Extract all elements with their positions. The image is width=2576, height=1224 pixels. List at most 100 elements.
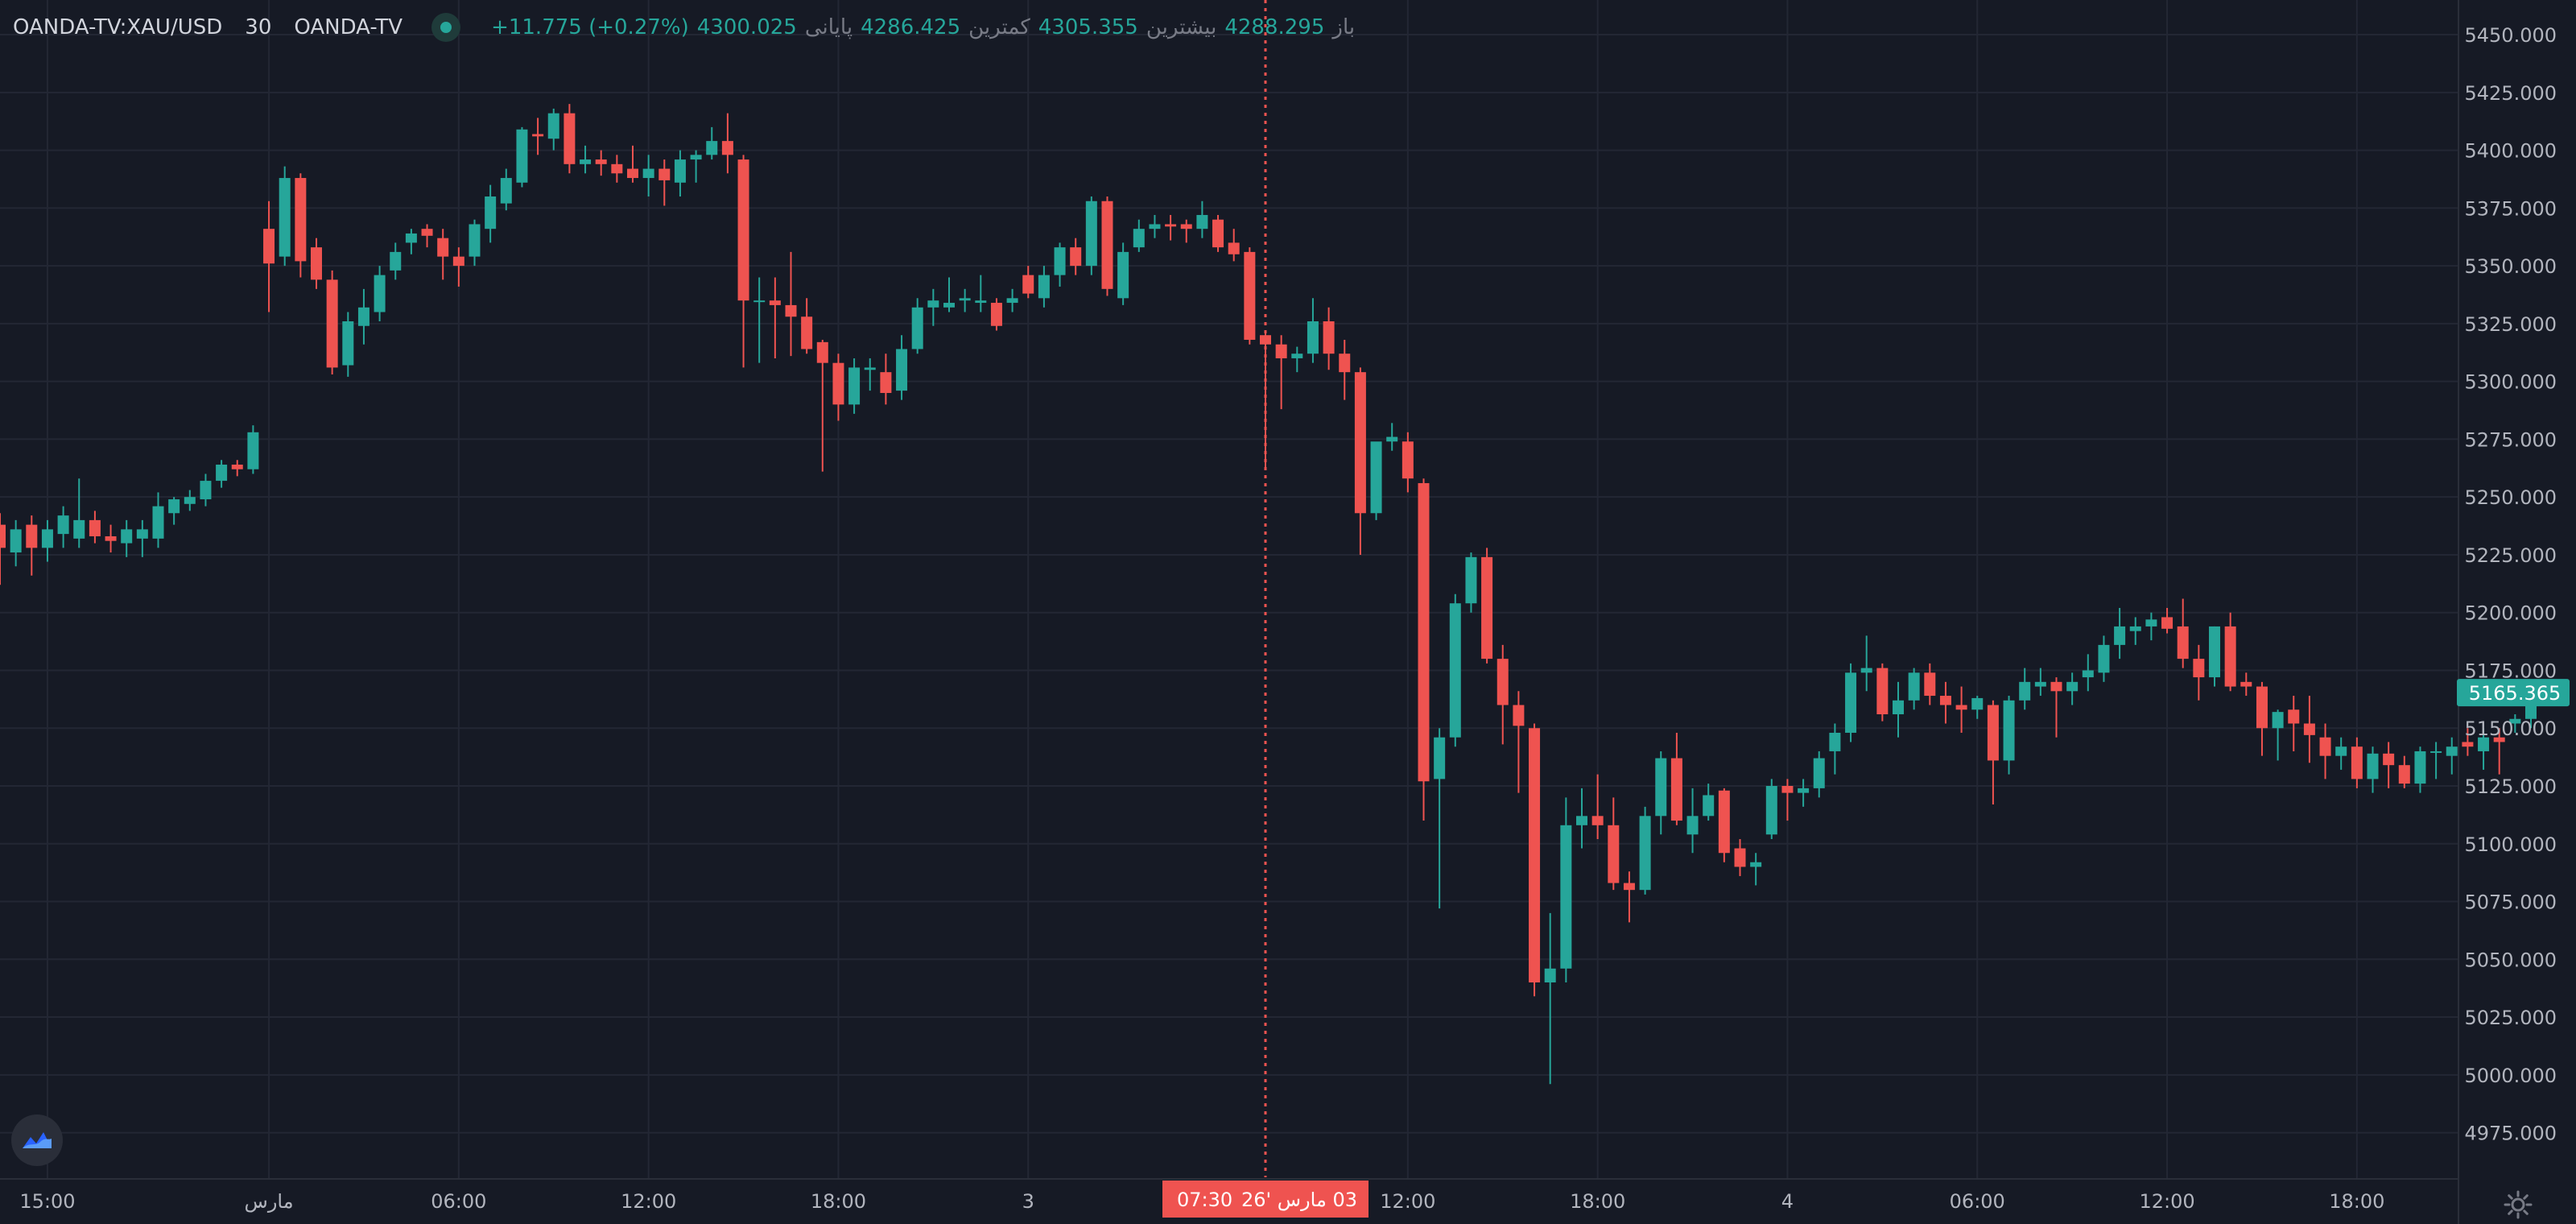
candle-body <box>168 499 180 514</box>
price-axis[interactable]: 4975.000 5000.000 5025.000 5050.000 5075.000… <box>2464 24 2557 1145</box>
candle <box>2161 607 2174 634</box>
candle <box>1117 242 1129 305</box>
candle <box>216 460 228 488</box>
low-value: 4286.425 <box>861 15 961 39</box>
candle-body <box>1228 242 1240 254</box>
candle-body <box>785 304 797 317</box>
candle-body <box>2209 626 2220 678</box>
candle-body <box>2462 742 2474 747</box>
candle <box>1924 663 1936 705</box>
price-tick-label: 5200.000 <box>2464 602 2557 625</box>
candle <box>1275 335 1287 410</box>
candle-body <box>1275 344 1287 358</box>
candle <box>1703 784 1715 821</box>
candle-body <box>816 341 828 363</box>
candle <box>1386 423 1398 451</box>
candle <box>1893 681 1904 738</box>
candle-body <box>1244 251 1256 340</box>
candle-body <box>706 141 718 155</box>
candle <box>1291 346 1303 373</box>
candle <box>2303 696 2315 763</box>
candle-body <box>41 529 53 548</box>
candle-body <box>1481 556 1493 660</box>
candle-body <box>959 298 971 301</box>
candle <box>564 104 576 174</box>
price-tick-label: 5100.000 <box>2464 833 2557 856</box>
candle-body <box>2303 723 2315 735</box>
time-tick-label: 3 <box>1022 1190 1034 1213</box>
candle <box>2414 746 2426 793</box>
candle <box>1022 266 1034 299</box>
candle <box>2098 635 2110 682</box>
candle <box>1323 307 1335 370</box>
candle-body <box>737 159 749 301</box>
time-tick-label: 15:00 <box>19 1190 75 1213</box>
candle <box>2462 728 2474 756</box>
candle-body <box>2256 686 2268 729</box>
candle-body <box>469 224 481 257</box>
candle <box>1070 238 1082 275</box>
chart-legend: OANDA-TV:XAU/USD 30 OANDA-TV باز 4288.29… <box>13 11 1355 43</box>
candle-body <box>1196 214 1208 229</box>
candle <box>1591 774 1604 840</box>
candle <box>1860 635 1872 692</box>
candle <box>452 247 464 287</box>
symbol-name[interactable]: OANDA-TV:XAU/USD <box>13 15 223 39</box>
time-tick-label: 18:00 <box>811 1190 866 1213</box>
candle-body <box>1623 883 1635 891</box>
candle-body <box>1339 354 1351 373</box>
candle-body <box>1924 672 1936 697</box>
candle <box>1038 266 1050 308</box>
gear-icon[interactable] <box>2502 1189 2534 1221</box>
candle <box>580 145 592 174</box>
ohlc-values: باز 4288.295 بیشترین 4305.355 کمترین 428… <box>480 15 1355 39</box>
candle-body <box>405 233 417 243</box>
candle-body <box>2224 626 2236 687</box>
candle <box>1829 723 1841 775</box>
candle-body <box>1402 441 1414 479</box>
candle <box>2129 617 2141 645</box>
candle-body <box>279 178 291 257</box>
candle-body <box>1307 321 1319 354</box>
candle-body <box>452 256 464 267</box>
candle-body <box>10 529 22 553</box>
candle <box>1101 196 1113 296</box>
candle-body <box>1718 790 1730 854</box>
candle-body <box>896 349 908 391</box>
time-axis[interactable]: 15:00 مارس 06:00 12:00 18:00 3 12:00 18:00 4 06:0… <box>19 1190 2384 1213</box>
candle <box>832 354 844 421</box>
candle-body <box>390 251 402 271</box>
candle <box>1180 219 1192 243</box>
candle <box>1244 247 1256 345</box>
candle-body <box>200 481 212 500</box>
candle-body <box>2019 681 2031 701</box>
candle <box>1402 432 1414 493</box>
candle <box>263 201 275 312</box>
candle-body <box>2177 626 2189 660</box>
candle-body <box>184 497 196 504</box>
candle <box>864 358 876 391</box>
last-price-bg <box>2457 679 2570 707</box>
market-status-icon[interactable] <box>431 13 461 42</box>
candle <box>721 113 733 174</box>
candle <box>1370 441 1382 520</box>
candle <box>674 150 686 196</box>
interval[interactable]: 30 <box>245 15 272 39</box>
candle-body <box>1987 705 1999 761</box>
candle-body <box>1955 705 1967 710</box>
candle-body <box>801 316 813 349</box>
candle-body <box>1893 700 1904 715</box>
tradingview-logo-icon[interactable] <box>11 1114 63 1166</box>
candle-body <box>2446 746 2458 756</box>
candle <box>2240 672 2252 697</box>
candle-body <box>1434 737 1446 779</box>
candle-body <box>2383 753 2395 766</box>
candle-body <box>627 168 638 179</box>
candle-body <box>927 300 939 308</box>
candle-body <box>2082 670 2094 678</box>
candle <box>121 519 133 557</box>
candle <box>1149 214 1161 238</box>
candle-body <box>437 238 449 257</box>
candle <box>2446 737 2458 775</box>
